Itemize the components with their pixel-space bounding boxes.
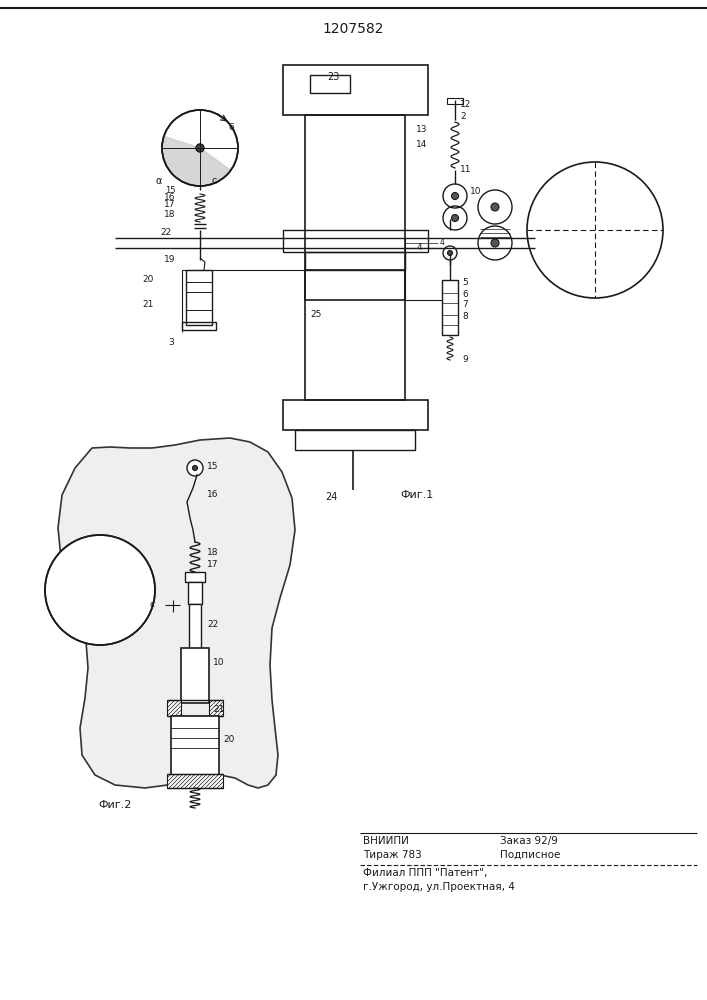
Circle shape [452,215,459,222]
Text: ВНИИПИ: ВНИИПИ [363,836,409,846]
Text: α: α [156,176,163,186]
Text: 13: 13 [416,125,427,134]
Bar [295,430,415,450]
Bar [171,716,219,776]
Text: Подписное: Подписное [500,850,561,860]
Text: 18: 18 [163,210,175,219]
Bar [167,700,181,716]
Bar [185,572,205,582]
Bar [209,700,223,716]
Text: 10: 10 [470,188,481,196]
Text: Заказ 92/9: Заказ 92/9 [500,836,558,846]
Text: 22: 22 [207,620,218,629]
Text: 15: 15 [165,186,175,195]
Text: 24: 24 [325,492,337,502]
Text: 21: 21 [213,705,224,714]
Text: 5: 5 [462,278,468,287]
Circle shape [448,250,452,255]
Text: 19: 19 [163,255,175,264]
Bar [283,400,428,430]
Circle shape [192,466,197,471]
Text: 18: 18 [207,548,218,557]
Bar [305,270,405,400]
Text: г.Ужгород, ул.Проектная, 4: г.Ужгород, ул.Проектная, 4 [363,882,515,892]
Text: 25: 25 [310,310,322,319]
Text: 20: 20 [223,735,235,744]
Text: 6: 6 [228,123,234,132]
Bar [447,98,463,104]
Text: 16: 16 [163,193,175,202]
Bar [182,322,216,330]
Text: Фиг.2: Фиг.2 [98,800,132,810]
Text: 11: 11 [460,165,472,174]
Text: 1207582: 1207582 [322,22,384,36]
Bar [189,604,201,649]
Text: 6: 6 [462,290,468,299]
Bar [167,774,223,788]
Text: 2: 2 [460,112,466,121]
Circle shape [45,535,155,645]
Text: 23: 23 [327,72,339,82]
Circle shape [491,239,499,247]
Text: c: c [150,600,155,609]
Text: 22: 22 [160,228,172,237]
Text: Тираж 783: Тираж 783 [363,850,422,860]
Bar [310,75,350,93]
Bar [442,280,458,335]
Text: 7: 7 [462,300,468,309]
Text: 4: 4 [440,238,445,247]
Text: 16: 16 [207,490,218,499]
Bar [283,65,428,115]
Text: 17: 17 [163,200,175,209]
Circle shape [491,203,499,211]
Text: 21: 21 [143,300,154,309]
Bar [186,270,212,325]
Text: 3: 3 [168,338,174,347]
Text: 10: 10 [213,658,225,667]
Text: Филиал ППП "Патент",: Филиал ППП "Патент", [363,868,487,878]
Text: 20: 20 [143,275,154,284]
Bar [181,648,209,703]
Text: 14: 14 [416,140,427,149]
Circle shape [452,192,459,200]
Text: 17: 17 [207,560,218,569]
Text: 12: 12 [460,100,472,109]
Bar [305,252,405,270]
Bar [283,230,428,252]
Text: Фиг.1: Фиг.1 [400,490,433,500]
Text: 4: 4 [416,243,422,252]
Text: 9: 9 [462,355,468,364]
Bar [188,582,202,604]
Polygon shape [162,136,230,186]
Text: 15: 15 [207,462,218,471]
Text: 8: 8 [462,312,468,321]
Circle shape [187,460,203,476]
Circle shape [196,144,204,152]
Text: c: c [212,176,217,186]
Circle shape [196,144,204,152]
Polygon shape [58,438,295,788]
Bar [305,115,405,300]
